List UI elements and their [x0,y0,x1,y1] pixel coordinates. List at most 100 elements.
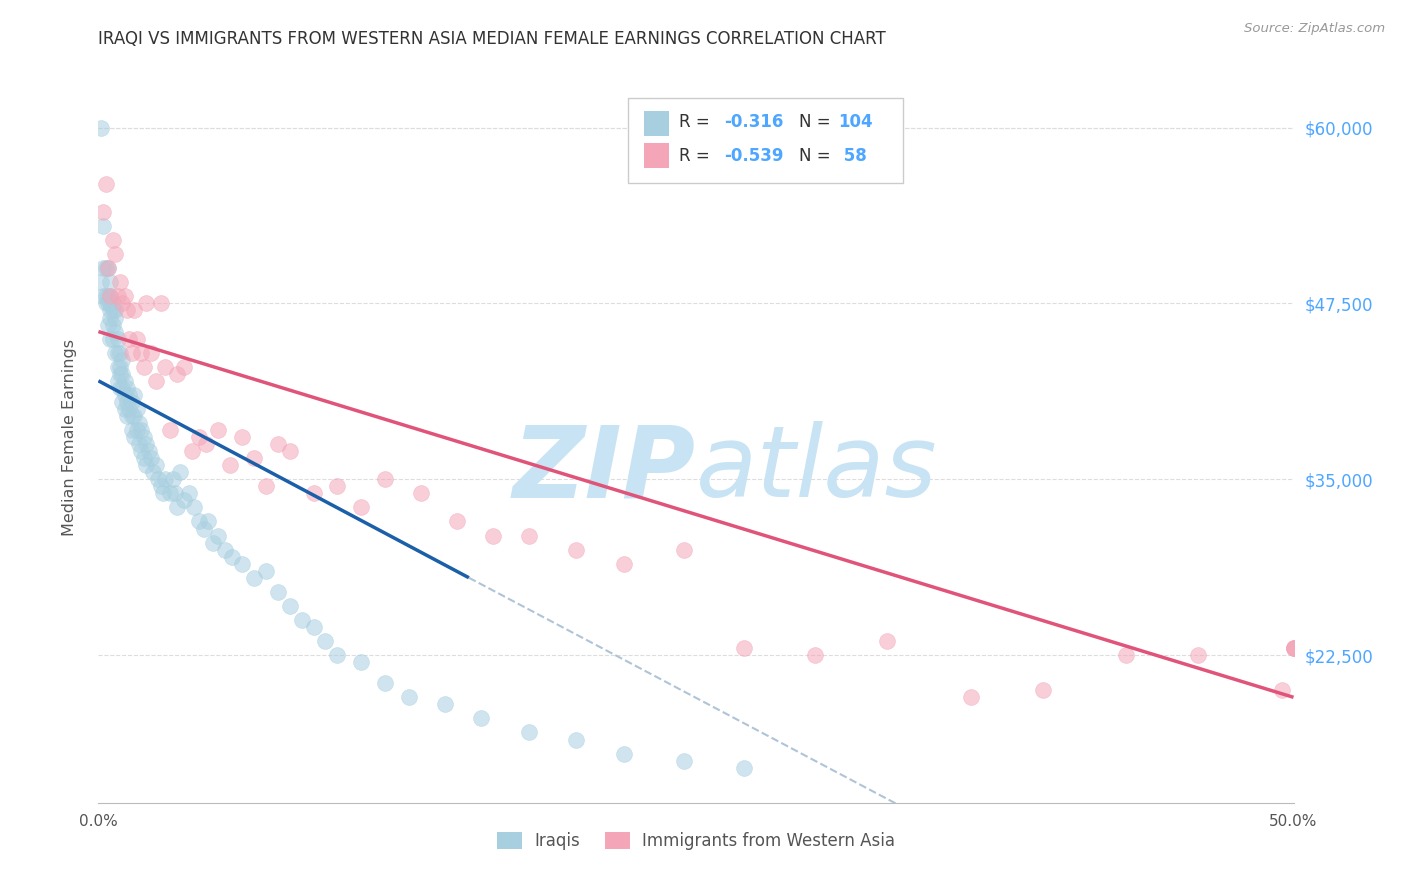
Point [131,423,153,437]
Point [104,303,127,318]
Point [104,325,127,339]
Point [180,444,202,458]
Point [114,374,136,388]
Point [169,465,191,479]
Point [97,318,120,332]
Point [101,233,124,247]
Point [107,332,129,346]
Point [107,345,129,359]
Point [374,676,396,690]
Point [121,423,143,437]
Point [195,437,218,451]
Point [90,276,112,290]
Point [202,535,225,549]
Text: IRAQI VS IMMIGRANTS FROM WESTERN ASIA MEDIAN FEMALE EARNINGS CORRELATION CHART: IRAQI VS IMMIGRANTS FROM WESTERN ASIA ME… [98,29,886,47]
Point [166,367,188,381]
Point [111,381,134,395]
Point [121,395,143,409]
Point [91,205,114,219]
Point [1282,641,1305,656]
Point [183,500,205,515]
Point [111,367,134,381]
Point [121,409,143,423]
Point [517,528,540,542]
Point [231,557,253,571]
Point [98,332,122,346]
Point [173,359,195,374]
Point [434,698,457,712]
Point [166,500,188,515]
Point [115,303,138,318]
Point [302,620,325,634]
Point [613,747,636,761]
Point [446,515,468,529]
Point [187,515,209,529]
Text: 58: 58 [838,147,866,165]
Point [149,296,172,310]
Point [350,655,373,669]
Point [1271,683,1294,698]
Text: -0.316: -0.316 [724,113,783,131]
Point [98,310,122,325]
Point [115,381,138,395]
Point [254,564,277,578]
Point [111,395,134,409]
Point [673,542,696,557]
Point [114,388,136,402]
Point [1187,648,1209,662]
Point [254,479,277,493]
Point [1282,641,1305,656]
Point [163,486,186,500]
Y-axis label: Median Female Earnings: Median Female Earnings [62,339,77,535]
Point [243,571,266,585]
Point [135,437,157,451]
Text: R =: R = [679,147,716,165]
Point [90,120,112,135]
Point [107,289,129,303]
Point [94,296,117,310]
Point [111,296,134,310]
Text: 104: 104 [838,113,873,131]
Point [411,486,433,500]
Point [302,486,325,500]
Point [315,634,337,648]
Point [132,430,155,444]
Point [221,549,243,564]
Point [98,296,122,310]
Point [108,367,131,381]
Point [267,584,290,599]
Point [124,409,146,423]
Point [108,359,131,374]
Point [118,388,141,402]
Point [733,761,755,775]
Point [107,359,129,374]
Point [1032,683,1054,698]
Point [118,401,141,416]
Point [124,388,146,402]
Point [173,493,195,508]
Point [162,472,184,486]
Point [128,416,150,430]
Point [115,409,138,423]
Text: ZIP: ZIP [513,422,696,518]
Point [98,289,122,303]
Point [101,303,124,318]
Point [179,486,201,500]
Point [804,648,827,662]
Point [278,444,301,458]
Point [94,289,117,303]
Point [121,345,143,359]
Text: atlas: atlas [696,422,938,518]
Point [91,219,114,233]
Point [139,451,162,466]
Point [124,430,146,444]
Point [148,472,170,486]
Point [125,423,148,437]
Point [98,303,122,318]
Point [138,444,160,458]
Point [155,472,177,486]
Point [124,303,146,318]
Point [145,374,167,388]
Point [91,289,114,303]
Point [94,261,117,276]
